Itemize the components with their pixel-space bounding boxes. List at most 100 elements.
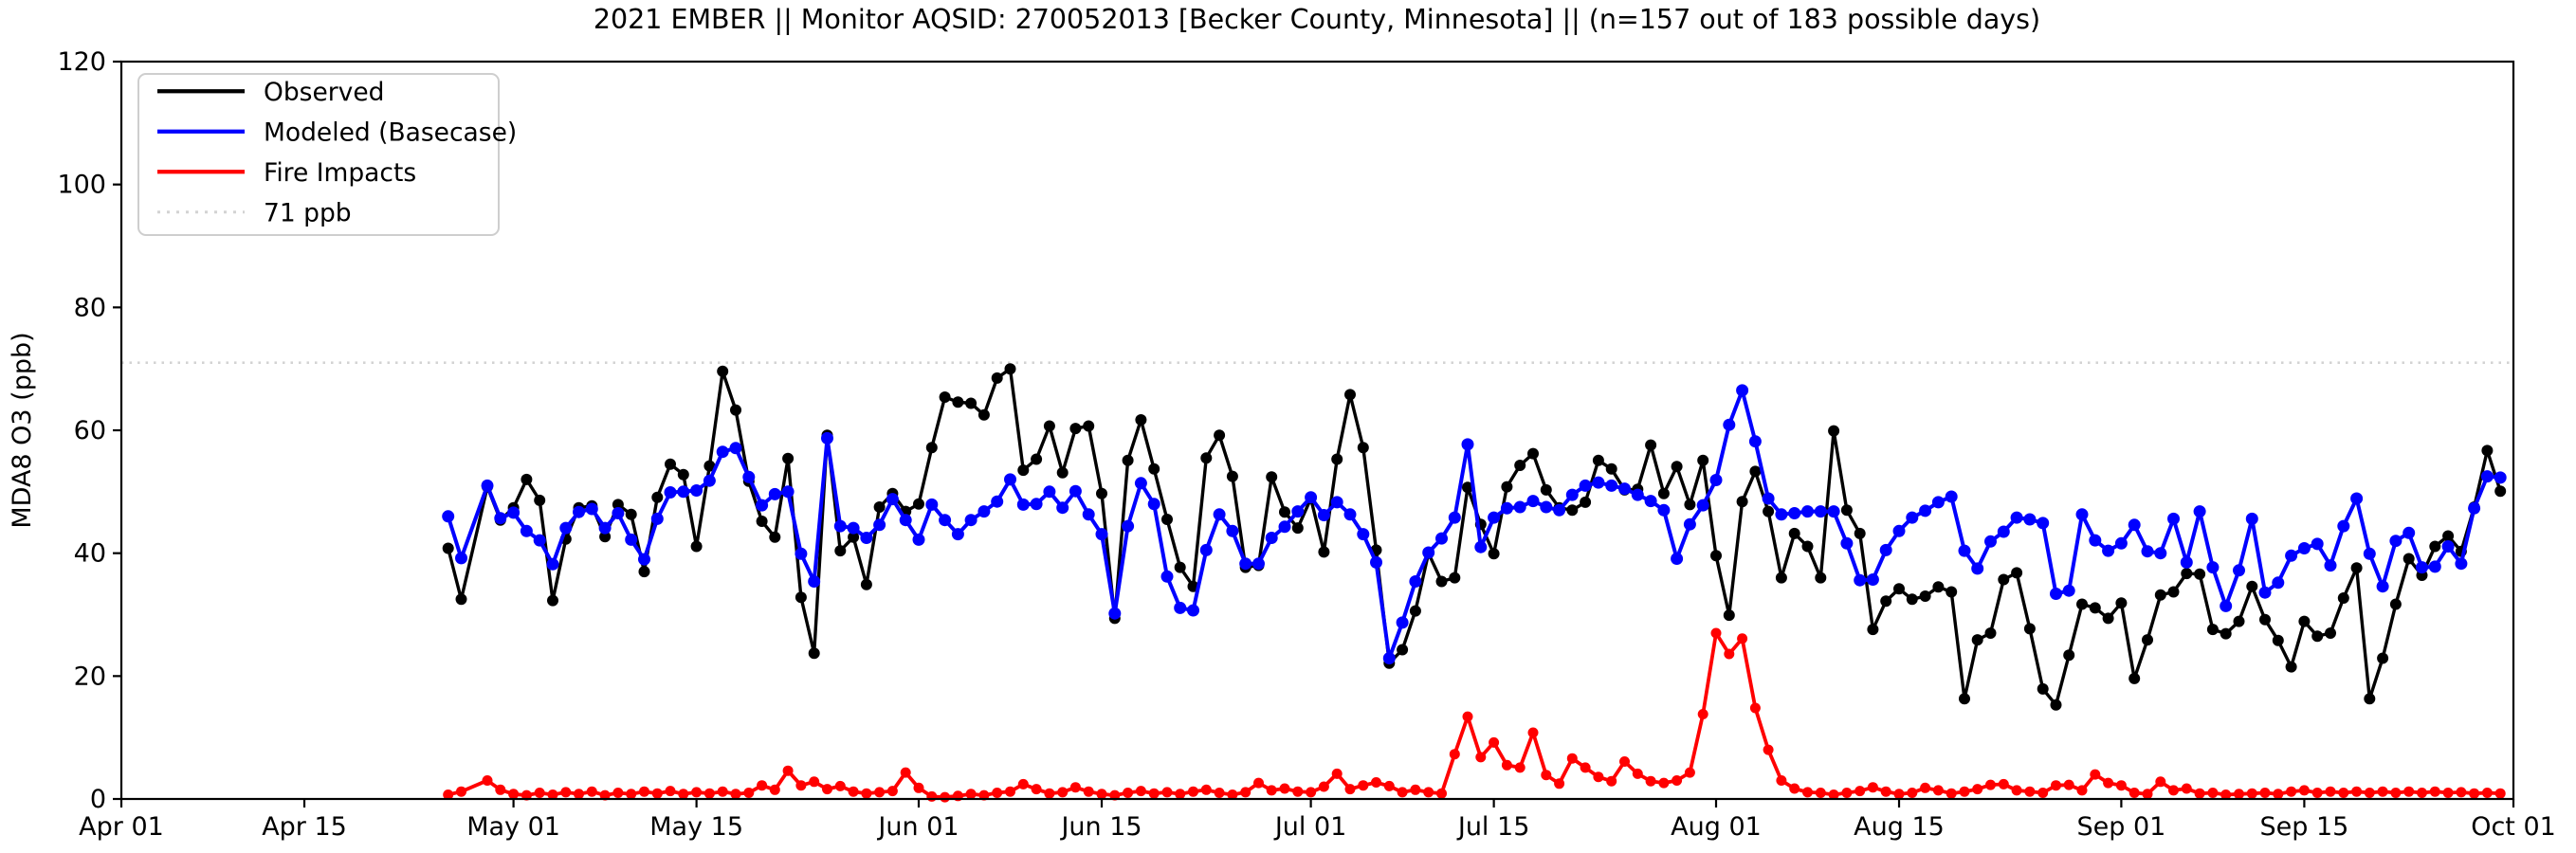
data-point [1553,503,1566,517]
data-point [1278,520,1291,534]
data-point [2494,485,2507,498]
data-point [2258,586,2272,599]
data-point [860,532,873,544]
data-point [808,647,820,660]
data-point [456,786,466,797]
data-point [1697,709,1708,719]
data-point [1540,483,1552,496]
data-point [1306,787,1317,798]
data-point [1946,586,1958,598]
data-point [2167,586,2180,598]
data-point [951,528,964,541]
data-point [1513,500,1526,514]
data-point [2103,777,2114,789]
data-point [2142,634,2153,646]
data-point [2089,534,2102,547]
data-point [2297,542,2311,554]
data-point [1566,504,1579,517]
data-point [2154,547,2167,560]
data-point [1644,495,1657,508]
data-point [1108,607,1122,620]
data-point [886,493,899,506]
data-point [1422,546,1435,559]
data-point [2350,492,2364,505]
data-point [2024,786,2036,797]
data-point [1906,593,1918,606]
data-point [1474,540,1488,554]
data-point [1161,787,1173,798]
data-point [1959,693,1970,705]
data-point [1005,786,1015,797]
data-point [1240,787,1251,798]
data-point [1841,788,1853,798]
data-point [1044,788,1055,799]
data-point [2115,780,2127,791]
data-point [1684,499,1696,511]
data-point [1671,461,1683,473]
data-point [2298,615,2311,627]
data-point [1135,786,1146,797]
data-point [1161,514,1173,525]
data-point [1488,548,1500,560]
data-point [2207,788,2219,798]
data-point [638,553,650,566]
data-point [2469,788,2480,799]
data-point [809,776,820,788]
data-point [494,512,507,525]
data-point [2155,776,2166,788]
data-point [2063,779,2074,790]
x-tick-label: Oct 01 [2471,812,2556,842]
data-point [1971,562,1984,575]
data-point [1631,488,1644,501]
data-point [1317,509,1330,521]
data-point [534,494,546,506]
data-point [873,501,886,513]
data-point [1775,508,1788,521]
data-point [1880,786,1891,797]
data-point [913,498,924,510]
data-point [495,784,506,795]
data-point [598,521,612,535]
data-point [547,789,558,800]
data-point [717,365,729,377]
data-point [1448,511,1461,524]
data-point [2494,788,2506,799]
data-point [1789,783,1800,794]
data-point [1134,477,1147,490]
y-tick-label: 80 [74,293,106,322]
data-point [2325,627,2336,639]
data-point [2233,564,2245,577]
data-point [912,533,925,546]
data-point [2076,598,2088,610]
data-point [1867,624,1879,636]
data-point [1318,781,1329,792]
data-point [1214,788,1225,798]
data-point [2351,786,2363,797]
data-point [678,789,689,800]
data-point [730,789,741,800]
data-point [991,372,1003,384]
data-point [1435,575,1448,588]
data-point [2337,592,2349,604]
data-point [1004,473,1016,486]
data-point [1057,787,1069,798]
data-point [690,484,703,497]
data-point [665,458,676,470]
data-point [1801,505,1814,518]
data-point [2142,789,2153,800]
legend-label-71-ppb: 71 ppb [264,198,352,227]
data-point [703,460,716,472]
data-point [1122,519,1135,533]
data-point [925,498,939,511]
data-point [2075,508,2089,521]
data-point [1279,506,1290,518]
data-point [2246,788,2257,799]
data-point [926,790,938,802]
data-point [1383,780,1395,791]
data-point [1906,511,1919,524]
data-point [651,788,663,799]
data-point [1672,775,1683,786]
data-point [1344,389,1356,401]
data-point [691,787,703,798]
